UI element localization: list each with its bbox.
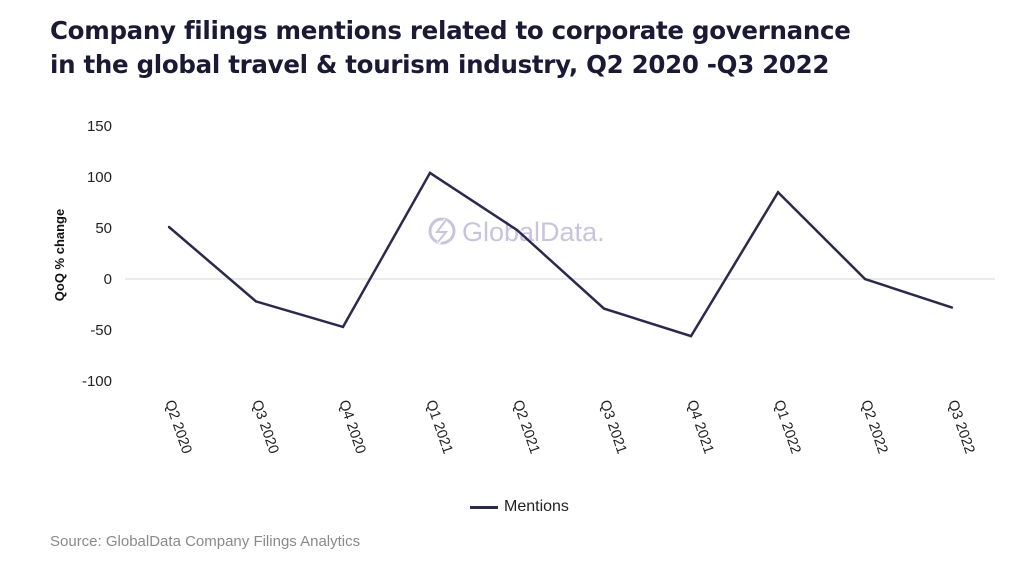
x-tick-label: Q2 2021 [509,398,542,456]
data-point [254,300,258,303]
x-tick-label: Q1 2022 [770,398,803,456]
x-tick-label: Q1 2021 [422,398,455,456]
series-line-mentions [168,171,953,338]
data-point [428,171,432,175]
y-tick-label: -100 [82,373,112,390]
x-tick-label: Q3 2021 [596,398,629,456]
legend-label-mentions: Mentions [504,498,569,515]
y-axis-title: QoQ % change [52,209,67,301]
chart-title: Company filings mentions related to corp… [50,14,1010,82]
series-group [167,171,954,338]
legend: Mentions [470,497,569,517]
chart-title-line-1: Company filings mentions related to corp… [50,16,851,45]
y-tick-label: 100 [87,169,112,186]
data-point [863,277,867,281]
globaldata-logo-icon [428,217,456,245]
data-point [167,225,171,229]
x-tick-label: Q3 2020 [248,398,281,456]
x-tick-label: Q4 2020 [335,398,368,456]
watermark-text: GlobalData. [462,217,605,247]
x-tick-label: Q3 2022 [944,398,977,456]
x-tick-label: Q2 2020 [161,398,194,456]
chart-title-line-2: in the global travel & tourism industry,… [50,50,830,79]
y-axis-ticks: 150 100 50 0 -50 -100 [82,118,112,390]
data-point [515,228,519,232]
y-tick-label: -50 [90,322,112,339]
data-point [689,334,693,338]
source-note: Source: GlobalData Company Filings Analy… [50,533,361,550]
data-point [776,191,780,194]
legend-line-swatch [470,505,498,509]
x-tick-label: Q4 2021 [683,398,716,456]
x-tick-label: Q2 2022 [857,398,890,456]
watermark-logo: GlobalData. [428,217,605,247]
data-point [341,325,345,329]
y-tick-label: 150 [87,118,112,135]
x-axis-ticks: Q2 2020 Q3 2020 Q4 2020 Q1 2021 Q2 2021 Q3 20… [161,398,977,456]
y-tick-label: 0 [104,271,112,288]
data-point [950,306,954,309]
y-tick-label: 50 [95,220,112,237]
data-point [602,307,606,310]
